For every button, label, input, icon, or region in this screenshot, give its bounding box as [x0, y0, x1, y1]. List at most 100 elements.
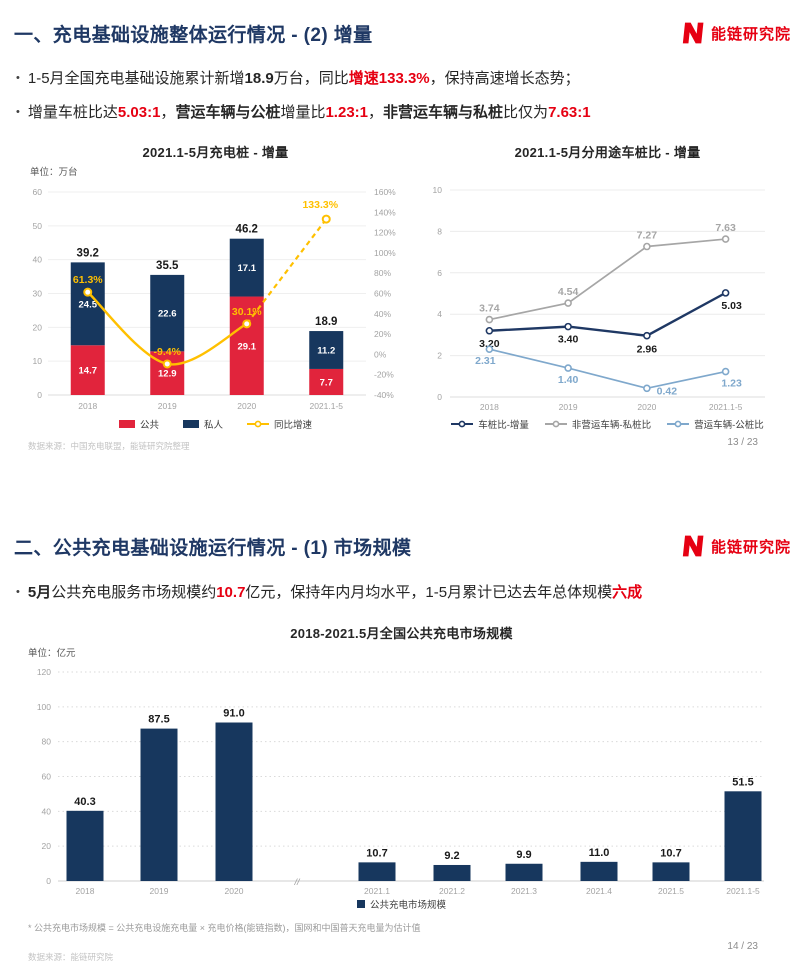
y2-axis-tick: -20% — [374, 370, 394, 380]
text-segment: 比仅为 — [503, 103, 549, 121]
y2-axis-tick: 20% — [374, 329, 391, 339]
chart-title-increment: 2021.1-5月充电桩 - 增量 — [142, 145, 289, 160]
slide-14: 二、公共充电基础设施运行情况 - (1) 市场规模 能链研究院 • 5月公共充电… — [0, 505, 803, 976]
growth-data-point — [162, 359, 172, 369]
bar — [215, 722, 253, 881]
bullet-dot-icon: • — [16, 586, 20, 598]
y-axis-tick: 20 — [33, 322, 43, 332]
text-segment: 增量车桩比达 — [27, 103, 118, 121]
bullet-text: 增量车桩比达5.03:1，营运车辆与公桩增量比1.23:1，非营运车辆与私桩比仅… — [28, 102, 591, 124]
y-axis-tick: 6 — [437, 268, 442, 278]
x-axis-tick: 2021.4 — [586, 886, 612, 896]
brand-logo: 能链研究院 — [681, 534, 791, 558]
bullet-list: • 5月公共充电服务市场规模约10.7亿元，保持年内月均水平，1-5月累计已达去… — [16, 582, 787, 616]
x-axis-tick: 2018 — [78, 401, 97, 411]
x-axis-tick: 2021.1 — [364, 886, 390, 896]
legend-line-swatch — [451, 420, 474, 428]
bar-segment-private — [229, 238, 264, 297]
brand-n-icon — [682, 22, 704, 44]
growth-point-label: -9.4% — [154, 346, 182, 358]
bar-segment-private — [150, 274, 185, 352]
line-series — [489, 348, 726, 390]
legend-label: 营运车辆-公桩比 — [694, 420, 764, 431]
x-axis-tick: 2019 — [150, 886, 169, 896]
slide-header: 二、公共充电基础设施运行情况 - (1) 市场规模 能链研究院 — [14, 533, 791, 560]
y-axis-tick: 30 — [33, 289, 43, 299]
slide-13: 一、充电基础设施整体运行情况 - (2) 增量 能链研究院 • 1-5月全国充电… — [14, 20, 791, 451]
data-point — [485, 315, 494, 324]
brand-n-icon — [682, 535, 704, 557]
text-segment: 增量比 — [280, 103, 326, 121]
unit-label: 单位：亿元 — [28, 648, 76, 659]
swatch-circle — [458, 420, 466, 428]
point-label: 7.27 — [637, 230, 658, 242]
x-axis-tick: 2020 — [237, 401, 256, 411]
y-axis-tick: 0 — [437, 392, 442, 402]
legend-item: 车桩比-增量 — [451, 417, 529, 431]
point-label: 1.23 — [721, 378, 742, 390]
growth-point-label: 30.1% — [232, 306, 262, 318]
calculation-footnote: * 公共充电市场规模 = 公共充电设施充电量 × 充电价格(能链指数)，国网和中… — [28, 923, 421, 933]
text-segment: 1.23:1 — [325, 103, 369, 121]
bar-value-label: 10.7 — [366, 847, 387, 859]
data-point — [564, 299, 572, 307]
bar-total-label: 39.2 — [77, 247, 99, 259]
bar-segment-public — [70, 345, 105, 395]
point-label: 7.63 — [715, 222, 736, 234]
legend-item: 同比增速 — [247, 417, 312, 431]
bar — [724, 791, 762, 881]
data-point — [564, 322, 572, 331]
legend-line-swatch — [667, 420, 690, 428]
y-axis-tick: 50 — [33, 221, 43, 231]
y2-axis-tick: 60% — [374, 289, 391, 299]
bar-total-label: 46.2 — [236, 224, 258, 236]
y-axis-tick: 0 — [46, 876, 51, 886]
text-segment: 亿元，保持年内月均水平，1-5月累计已达去年总体规模 — [245, 584, 613, 601]
data-source-note: 数据来源：能链研究院 — [28, 952, 114, 962]
data-point — [564, 364, 572, 372]
legend-line-swatch — [247, 420, 269, 428]
x-axis-tick: 2019 — [559, 402, 578, 412]
y-axis-tick: 80 — [42, 737, 52, 747]
bullet-item: • 1-5月全国充电基础设施累计新增18.9万台，同比增速133.3%，保持高速… — [16, 68, 787, 90]
text-segment: ， — [160, 103, 176, 121]
bar-value-label: 24.5 — [79, 299, 98, 310]
legend-item: 营运车辆-公桩比 — [667, 417, 764, 431]
legend-label: 公共充电市场规模 — [369, 900, 446, 911]
public-charging-market-scale-chart: 0 20 40 60 80 100 120 40.3 2018 87.5 2019 91.0 2020 1… — [37, 667, 764, 896]
data-point — [721, 289, 730, 297]
y-axis-tick: 20 — [42, 841, 52, 851]
y2-axis-tick: 80% — [374, 268, 391, 278]
y-axis-tick: 60 — [42, 772, 52, 782]
line-series — [489, 291, 727, 337]
bar-value-label: 29.1 — [238, 341, 257, 352]
text-segment: 万台，同比 — [273, 70, 349, 87]
bar-value-label: 11.2 — [317, 346, 335, 357]
text-segment: 1-5月全国充电基础设施累计新增 — [27, 70, 245, 87]
bullet-list: • 1-5月全国充电基础设施累计新增18.9万台，同比增速133.3%，保持高速… — [16, 68, 787, 136]
bar-value-label: 9.9 — [516, 849, 531, 861]
point-label: 3.74 — [479, 303, 500, 315]
point-label: 5.03 — [721, 300, 742, 312]
page-number: 13 / 23 — [727, 437, 758, 448]
y2-axis-tick: 120% — [374, 228, 396, 238]
slide-header: 一、充电基础设施整体运行情况 - (2) 增量 能链研究院 — [14, 20, 791, 47]
growth-point-label: 61.3% — [73, 274, 103, 286]
brand-logo: 能链研究院 — [681, 21, 791, 45]
y-axis-tick: 2 — [437, 351, 442, 361]
legend-color-swatch — [356, 900, 365, 908]
bar — [358, 862, 396, 881]
axis-break-mark: // — [293, 877, 301, 887]
bullet-text: 1-5月全国充电基础设施累计新增18.9万台，同比增速133.3%，保持高速增长… — [28, 68, 580, 90]
text-segment: 增速133.3% — [348, 70, 430, 87]
point-label: 3.20 — [479, 338, 500, 350]
data-point — [643, 331, 651, 340]
point-label: 3.40 — [558, 334, 579, 346]
point-label: 4.54 — [558, 286, 579, 298]
line-series — [489, 238, 726, 321]
x-axis-tick: 2019 — [158, 401, 177, 411]
y-axis-tick: 120 — [37, 667, 51, 677]
data-source-note: 数据来源：中国充电联盟，能链研究院整理 — [28, 441, 190, 451]
bar-value-label: 10.7 — [660, 847, 681, 859]
